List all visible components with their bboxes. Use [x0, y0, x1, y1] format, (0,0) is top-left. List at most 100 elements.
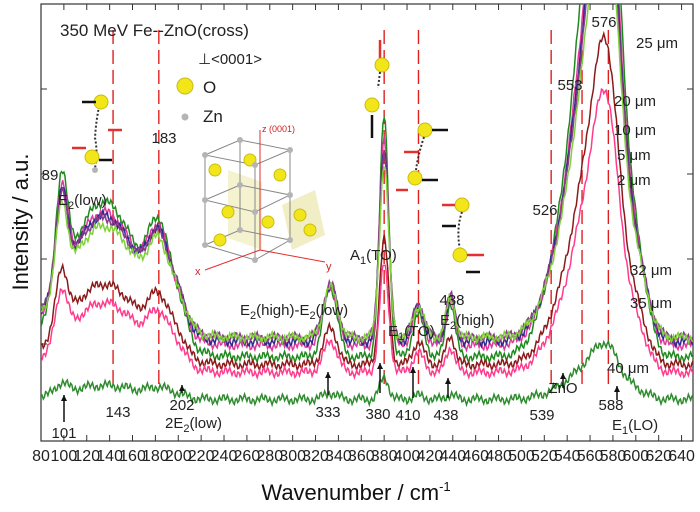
x-tick-label: 80 [32, 448, 50, 465]
x-tick-label: 180 [142, 448, 169, 465]
mode-label: E2(high) [440, 312, 495, 332]
crystal-axis-x: x [195, 266, 201, 278]
mode-icon-a1-to [364, 40, 390, 138]
x-tick-label: 360 [348, 448, 375, 465]
series-lines [41, 4, 693, 408]
series-line [41, 88, 693, 381]
series-label: 2 μm [617, 172, 651, 189]
legend-title: ⊥<0001> [198, 51, 262, 68]
bottom-label: 101 [51, 425, 76, 442]
crystal-axis-y: y [326, 261, 332, 273]
x-tick-label: 200 [165, 448, 192, 465]
peak-label-top: 526 [532, 202, 557, 219]
x-tick-label: 400 [394, 448, 421, 465]
x-tick-label: 540 [554, 448, 581, 465]
bottom-label: ZnO [548, 380, 577, 397]
marker-arrow-head [179, 385, 185, 391]
x-tick-label: 100 [51, 448, 78, 465]
x-tick-label: 500 [508, 448, 535, 465]
legend-zn-marker [181, 113, 189, 121]
x-tick-label: 620 [645, 448, 672, 465]
marker-arrow-head [325, 372, 331, 378]
series-label: 35 μm [630, 295, 672, 312]
plot-frame [40, 3, 694, 442]
mode-icon-e1-to [396, 122, 448, 192]
legend-o-label: O [203, 78, 216, 97]
x-tick-label: 600 [622, 448, 649, 465]
marker-arrow-head [61, 395, 67, 401]
x-tick-label: 160 [119, 448, 146, 465]
bottom-label: 143 [105, 404, 130, 421]
x-tick-label: 120 [73, 448, 100, 465]
series-line [41, 4, 693, 346]
x-tick-label: 240 [211, 448, 238, 465]
series-label: 40 μm [607, 360, 649, 377]
series-line [41, 339, 693, 408]
bottom-label: 410 [395, 407, 420, 424]
series-label: 32 μm [630, 262, 672, 279]
marker-arrow-head [614, 386, 620, 392]
marker-arrow-head [560, 373, 566, 379]
y-axis-label: Intensity / a.u. [8, 154, 33, 291]
x-tick-label: 640 [668, 448, 695, 465]
mode-icon-e2-low [72, 94, 122, 173]
x-tick-label: 520 [531, 448, 558, 465]
x-tick-label: 320 [302, 448, 329, 465]
peak-label-top: 553 [557, 77, 582, 94]
legend: ⊥<0001> O Zn [176, 51, 262, 126]
bottom-label: 333 [315, 404, 340, 421]
marker-arrow-head [410, 367, 416, 373]
series-label: 20 μm [614, 93, 656, 110]
marker-arrow-head [377, 363, 383, 369]
bottom-label: 202 [169, 397, 194, 414]
mode-label: E1(TO) [388, 323, 435, 343]
x-tick-label: 560 [577, 448, 604, 465]
vibration-mode-icons [72, 40, 484, 274]
x-axis-label: Wavenumber / cm-1 [261, 479, 450, 505]
x-tick-label: 140 [96, 448, 123, 465]
mode-label: 438 [439, 292, 464, 309]
crystal-structure-illustration: z (0001) x y [195, 124, 332, 278]
x-tick-label: 340 [325, 448, 352, 465]
bottom-label: 380 [365, 406, 390, 423]
x-tick-label: 480 [485, 448, 512, 465]
series-line [41, 4, 693, 353]
series-label: 25 μm [636, 35, 678, 52]
bottom-label: E1(LO) [612, 417, 658, 437]
x-tick-label: 220 [188, 448, 215, 465]
x-tick-label: 580 [600, 448, 627, 465]
bottom-label: 539 [529, 407, 554, 424]
legend-o-marker [176, 77, 194, 95]
mode-label: E2(high)-E2(low) [240, 302, 348, 322]
series-label: 5 μm [617, 147, 651, 164]
x-tick-label: 280 [256, 448, 283, 465]
red-dashed-lines [112, 30, 610, 390]
peak-label-top: 576 [591, 14, 616, 31]
series-label: 10 μm [614, 122, 656, 139]
x-tick-label: 420 [417, 448, 444, 465]
x-tick-label: 380 [371, 448, 398, 465]
peak-label-top: 89 [42, 167, 59, 184]
bottom-label: 588 [598, 397, 623, 414]
series-line [41, 4, 693, 346]
annotations: 89 183 526 553 576 E2(low) A1(TO) E2(high)-E2(l… [42, 14, 678, 442]
x-ticks: 80 10012014016018020022024026028030032034… [32, 4, 695, 465]
x-tick-label: 300 [279, 448, 306, 465]
crystal-axis-z: z (0001) [262, 124, 295, 134]
bottom-label: 2E2(low) [165, 415, 222, 435]
mode-label: A1(TO) [350, 247, 397, 267]
series-line [41, 30, 693, 373]
legend-zn-label: Zn [203, 107, 223, 126]
bottom-label: 438 [433, 407, 458, 424]
series-line [41, 4, 693, 350]
mode-label: E2(low) [58, 192, 107, 212]
peak-label-top: 183 [151, 130, 176, 147]
x-tick-label: 260 [234, 448, 261, 465]
x-tick-label: 460 [462, 448, 489, 465]
series-line [41, 4, 693, 365]
marker-arrow-head [445, 378, 451, 384]
mode-icon-e2-high [442, 197, 484, 274]
x-tick-label: 440 [439, 448, 466, 465]
